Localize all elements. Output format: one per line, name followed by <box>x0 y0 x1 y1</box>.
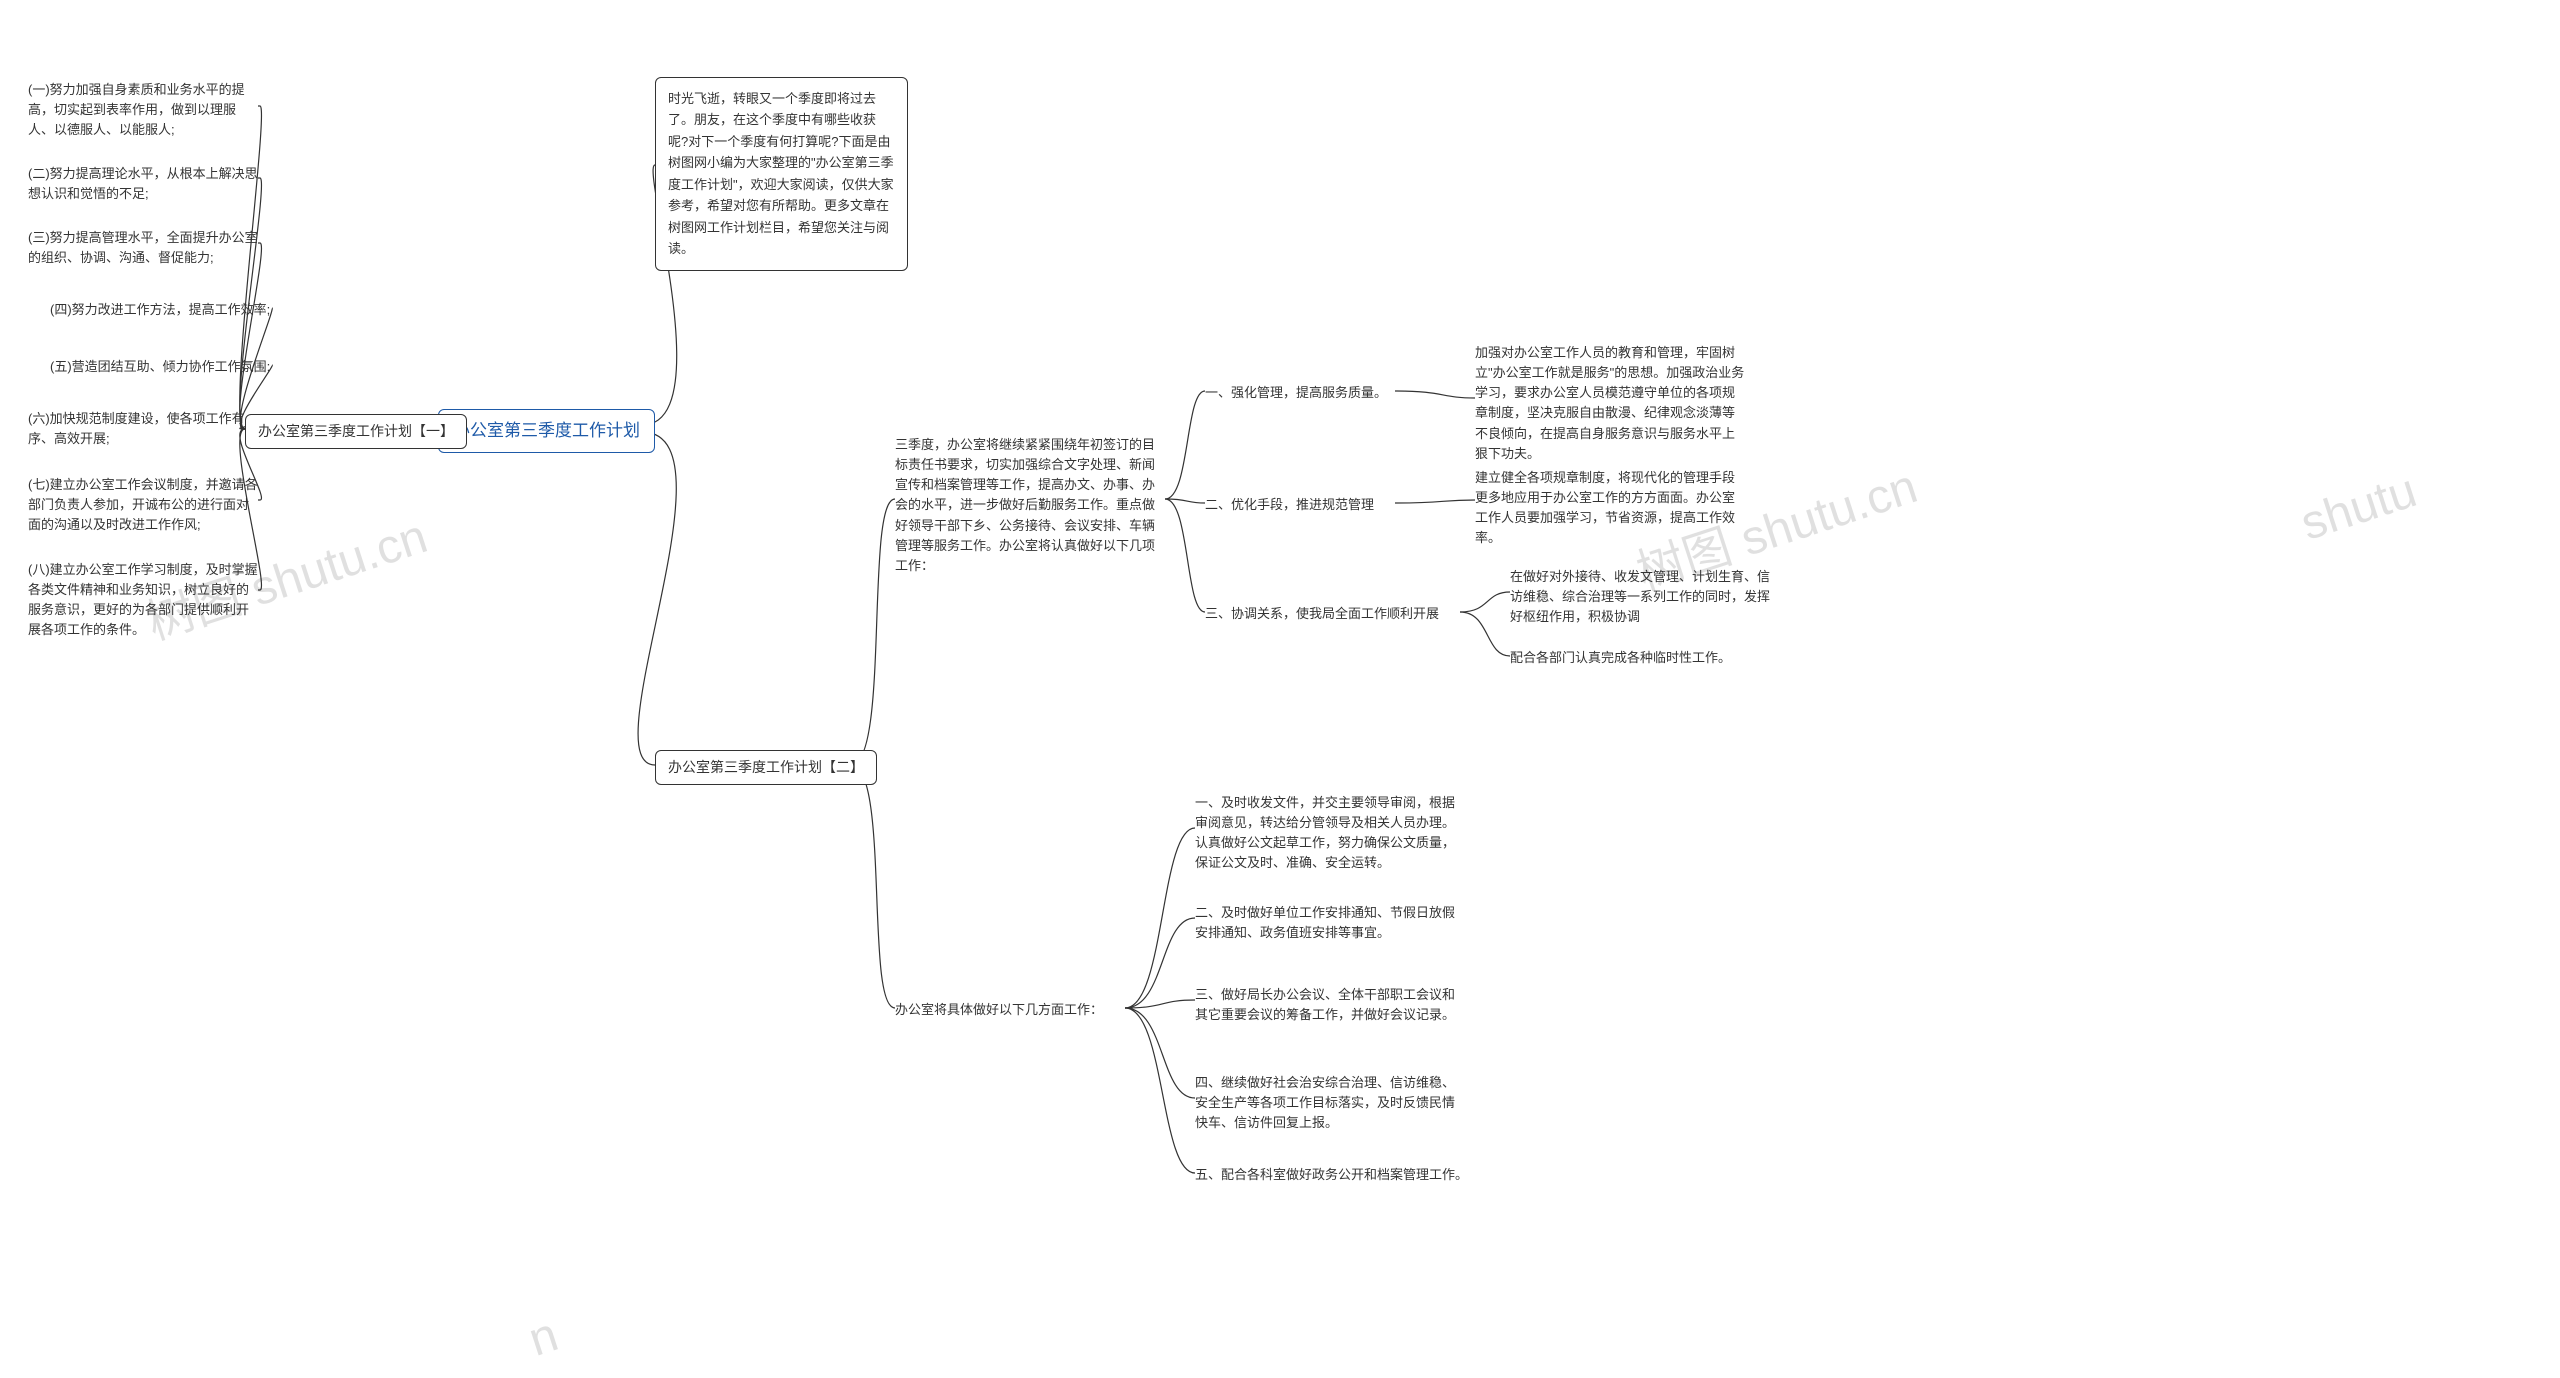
intro-node: 时光飞逝，转眼又一个季度即将过去了。朋友，在这个季度中有哪些收获呢?对下一个季度… <box>655 77 908 271</box>
watermark: shutu <box>2294 463 2423 552</box>
plan2-sectionA-detail: 加强对办公室工作人员的教育和管理，牢固树立"办公室工作就是服务"的思想。加强政治… <box>1475 343 1745 464</box>
root-node[interactable]: 办公室第三季度工作计划 <box>438 409 655 453</box>
plan1-item: (七)建立办公室工作会议制度，并邀请各部门负责人参加，开诚布公的进行面对面的沟通… <box>28 475 258 535</box>
plan2-sectionA-subitem: 在做好对外接待、收发文管理、计划生育、信访维稳、综合治理等一系列工作的同时，发挥… <box>1510 567 1770 627</box>
plan2-sectionB-intro: 办公室将具体做好以下几方面工作： <box>895 1000 1125 1020</box>
plan2-sectionB-item: 五、配合各科室做好政务公开和档案管理工作。 <box>1195 1165 1470 1185</box>
plan2-sectionA-title: 一、强化管理，提高服务质量。 <box>1205 383 1400 403</box>
plan1-item: (五)营造团结互助、倾力协作工作氛围; <box>50 357 272 377</box>
plan2-sectionA-title: 三、协调关系，使我局全面工作顺利开展 <box>1205 604 1460 624</box>
plan2-sectionA-intro: 三季度，办公室将继续紧紧围绕年初签订的目标责任书要求，切实加强综合文字处理、新闻… <box>895 435 1165 576</box>
plan1-item: (一)努力加强自身素质和业务水平的提高，切实起到表率作用，做到以理服人、以德服人… <box>28 80 258 140</box>
plan2-sectionA-detail: 建立健全各项规章制度，将现代化的管理手段更多地应用于办公室工作的方方面面。办公室… <box>1475 468 1745 549</box>
plan1-item: (四)努力改进工作方法，提高工作效率; <box>50 300 272 320</box>
plan1-item: (八)建立办公室工作学习制度，及时掌握各类文件精神和业务知识，树立良好的服务意识… <box>28 560 260 641</box>
plan1-item: (六)加快规范制度建设，使各项工作有序、高效开展; <box>28 409 258 449</box>
plan2-sectionB-item: 三、做好局长办公会议、全体干部职工会议和其它重要会议的筹备工作，并做好会议记录。 <box>1195 985 1460 1025</box>
plan2-sectionB-item: 二、及时做好单位工作安排通知、节假日放假安排通知、政务值班安排等事宜。 <box>1195 903 1460 943</box>
watermark: n <box>522 1307 564 1368</box>
plan2-sectionB-item: 四、继续做好社会治安综合治理、信访维稳、安全生产等各项工作目标落实，及时反馈民情… <box>1195 1073 1460 1133</box>
plan1-item: (二)努力提高理论水平，从根本上解决思想认识和觉悟的不足; <box>28 164 258 204</box>
plan1-item: (三)努力提高管理水平，全面提升办公室的组织、协调、沟通、督促能力; <box>28 228 258 268</box>
plan1-node[interactable]: 办公室第三季度工作计划【一】 <box>245 414 467 449</box>
plan2-sectionB-item: 一、及时收发文件，并交主要领导审阅，根据审阅意见，转达给分管领导及相关人员办理。… <box>1195 793 1460 874</box>
plan2-sectionA-subitem: 配合各部门认真完成各种临时性工作。 <box>1510 648 1760 668</box>
plan2-node[interactable]: 办公室第三季度工作计划【二】 <box>655 750 877 785</box>
plan2-sectionA-title: 二、优化手段，推进规范管理 <box>1205 495 1400 515</box>
